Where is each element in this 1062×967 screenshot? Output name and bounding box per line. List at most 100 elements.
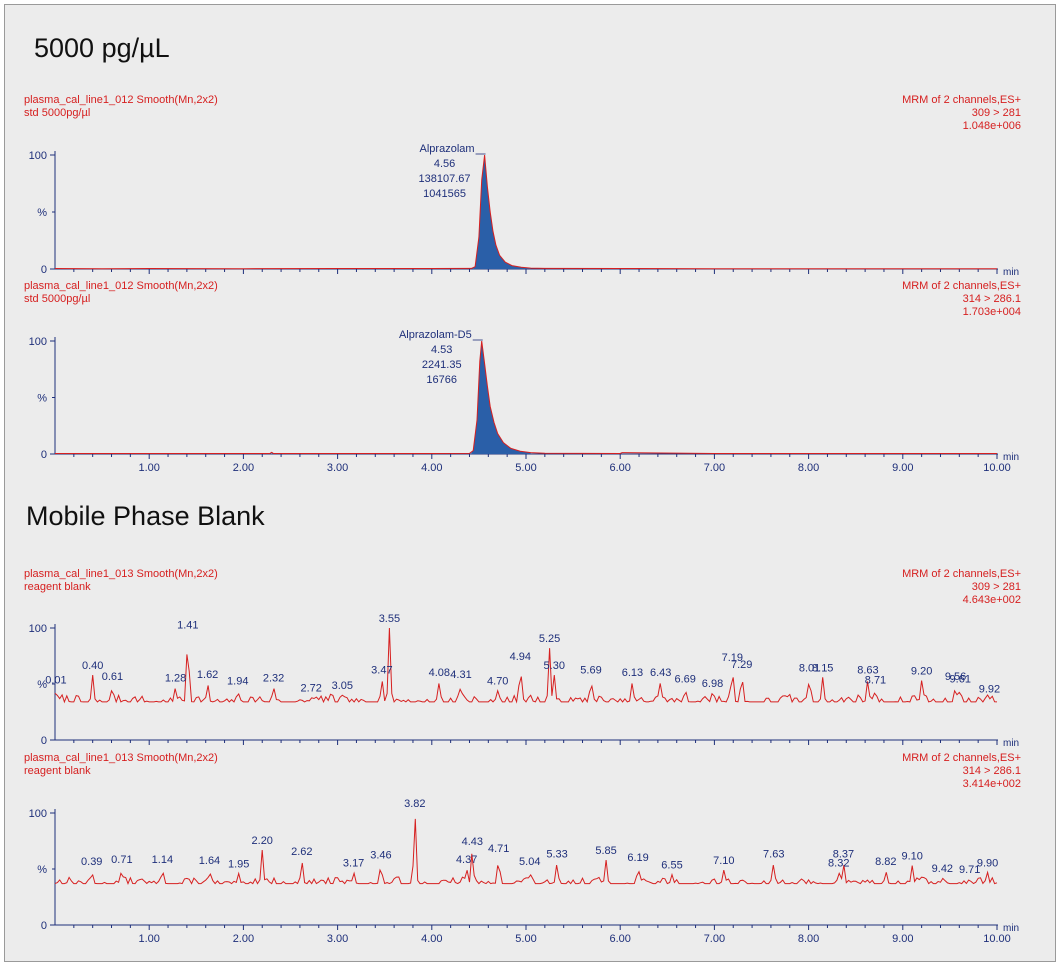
y-tick-label: 0	[41, 264, 47, 276]
y-tick-label: 100	[29, 336, 47, 348]
heading-top: 5000 pg/µL	[34, 33, 170, 63]
peak-label: 5.30	[544, 660, 565, 672]
peak-label: 8.82	[875, 856, 896, 868]
x-tick-label: 2.00	[233, 462, 254, 474]
x-tick-label: 1.00	[138, 933, 159, 945]
peak-label: 8.37	[833, 848, 854, 860]
trace-line	[54, 154, 997, 270]
peak-label: 8.01	[799, 662, 820, 674]
peak-label: 5.04	[519, 856, 540, 868]
x-tick-label: 2.00	[233, 933, 254, 945]
x-tick-label: 6.00	[609, 462, 630, 474]
x-tick-label: 8.00	[798, 933, 819, 945]
peak-label: 0.71	[111, 854, 132, 866]
panel-info-right: MRM of 2 channels,ES+	[902, 752, 1021, 764]
y-unit-label: %	[37, 864, 47, 876]
peak-label: 8.63	[857, 665, 878, 677]
panel-info-left: plasma_cal_line1_012 Smooth(Mn,2x2)	[24, 94, 218, 106]
peak-label: 2.72	[301, 682, 322, 694]
panel-info-right: MRM of 2 channels,ES+	[902, 94, 1021, 106]
panel-info-left: std 5000pg/µl	[24, 293, 90, 305]
x-tick-label: 9.00	[892, 933, 913, 945]
x-tick-label: 10.00	[983, 933, 1011, 945]
x-unit-label: min	[1003, 452, 1019, 463]
peak-label: 4.37	[456, 854, 477, 866]
peak-label: 1.95	[228, 858, 249, 870]
peak-label: 7.10	[713, 855, 734, 867]
peak-label: 1.14	[152, 854, 173, 866]
peak-label: 5.85	[595, 845, 616, 857]
peak-label: 9.10	[902, 851, 923, 863]
panel-info-right: 309 > 281	[972, 581, 1021, 593]
peak-label: 4.31	[450, 669, 471, 681]
x-tick-label: 10.00	[983, 462, 1011, 474]
peak-label: 4.94	[510, 651, 531, 663]
panel-info-right: 1.703e+004	[963, 306, 1021, 318]
x-tick-label: 9.00	[892, 462, 913, 474]
panel-info-left: reagent blank	[24, 765, 91, 777]
figure-background	[4, 4, 1056, 962]
x-tick-label: 7.00	[704, 462, 725, 474]
chromatogram-panel-3: plasma_cal_line1_013 Smooth(Mn,2x2)reage…	[24, 568, 1021, 749]
peak-label: 9.42	[932, 863, 953, 875]
peak-label: 9.20	[911, 666, 932, 678]
peak-label: 3.17	[343, 857, 364, 869]
integrated-peak-area	[471, 341, 531, 454]
peak-label: 1.41	[177, 620, 198, 632]
peak-label-text: 138107.67	[419, 173, 471, 185]
chromatogram-panel-4: plasma_cal_line1_013 Smooth(Mn,2x2)reage…	[24, 752, 1021, 945]
peak-label: 0.01	[45, 675, 66, 687]
peak-label-text: Alprazolam	[420, 143, 475, 155]
panel-info-left: std 5000pg/µl	[24, 107, 90, 119]
peak-label-text: 16766	[426, 374, 457, 386]
peak-label: 4.08	[429, 667, 450, 679]
peak-label-text: 2241.35	[422, 359, 462, 371]
y-unit-label: %	[37, 207, 47, 219]
y-tick-label: 0	[41, 449, 47, 461]
panel-info-right: 314 > 286.1	[963, 293, 1021, 305]
peak-label: 8.15	[812, 662, 833, 674]
peak-label: 3.05	[332, 680, 353, 692]
chromatogram-panel-1: plasma_cal_line1_012 Smooth(Mn,2x2)std 5…	[24, 94, 1021, 278]
peak-label: 1.94	[227, 676, 248, 688]
peak-label: 2.62	[291, 846, 312, 858]
panel-info-left: plasma_cal_line1_013 Smooth(Mn,2x2)	[24, 568, 218, 580]
peak-label: 6.43	[650, 667, 671, 679]
peak-label: 1.64	[199, 855, 220, 867]
x-unit-label: min	[1003, 923, 1019, 934]
peak-label: 2.20	[252, 835, 273, 847]
peak-label: 4.43	[462, 836, 483, 848]
peak-label: 9.71	[959, 864, 980, 876]
peak-label: 1.62	[197, 669, 218, 681]
peak-label: 4.71	[488, 843, 509, 855]
peak-label: 9.56	[945, 671, 966, 683]
x-tick-label: 7.00	[704, 933, 725, 945]
chromatogram-panels: plasma_cal_line1_012 Smooth(Mn,2x2)std 5…	[24, 94, 1021, 945]
peak-label: 7.19	[722, 652, 743, 664]
peak-label-text: 4.53	[431, 344, 452, 356]
peak-label: 0.61	[102, 671, 123, 683]
panel-info-right: MRM of 2 channels,ES+	[902, 280, 1021, 292]
peak-label: 7.29	[731, 659, 752, 671]
y-tick-label: 0	[41, 920, 47, 932]
peak-label: 3.46	[370, 850, 391, 862]
peak-label-text: 4.56	[434, 158, 455, 170]
x-tick-label: 4.00	[421, 462, 442, 474]
x-tick-label: 3.00	[327, 462, 348, 474]
panel-info-right: 309 > 281	[972, 107, 1021, 119]
panel-info-right: MRM of 2 channels,ES+	[902, 568, 1021, 580]
x-unit-label: min	[1003, 267, 1019, 278]
peak-label: 3.55	[379, 613, 400, 625]
x-tick-label: 6.00	[609, 933, 630, 945]
y-tick-label: 100	[29, 808, 47, 820]
peak-label: 8.71	[865, 675, 886, 687]
x-tick-label: 5.00	[515, 462, 536, 474]
peak-label: 9.92	[979, 684, 1000, 696]
peak-label: 4.70	[487, 676, 508, 688]
peak-label: 3.82	[404, 798, 425, 810]
integrated-peak-area	[473, 155, 531, 269]
x-unit-label: min	[1003, 738, 1019, 749]
x-tick-label: 5.00	[515, 933, 536, 945]
trace-line	[54, 627, 998, 704]
